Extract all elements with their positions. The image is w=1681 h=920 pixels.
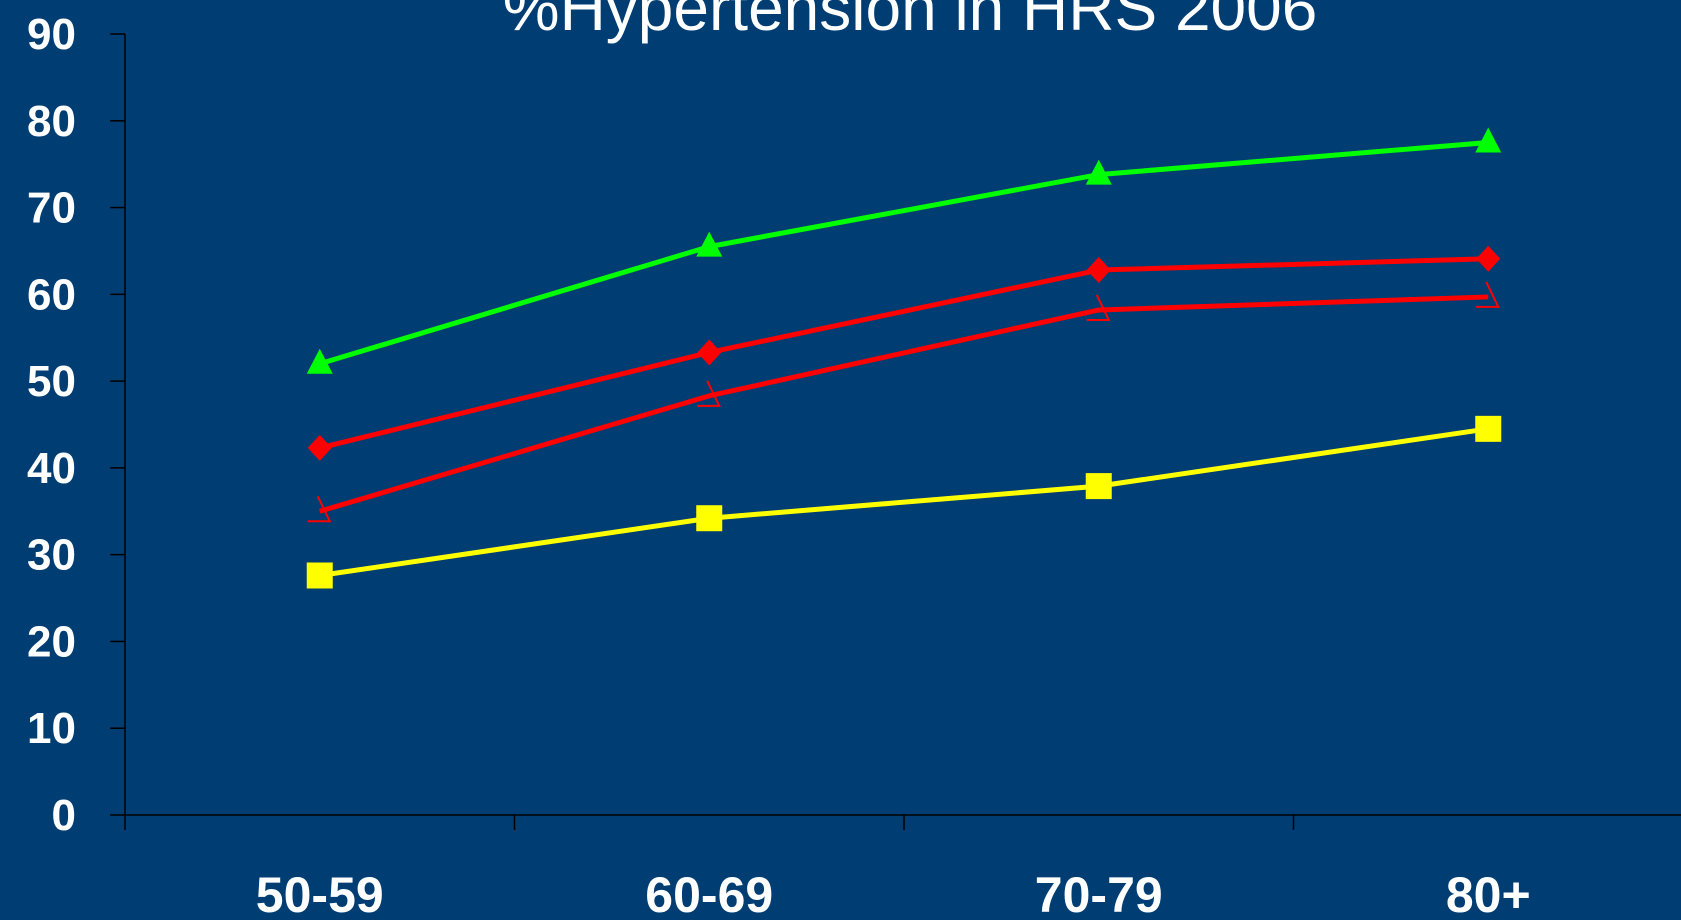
series-line — [319, 256, 1489, 451]
x-tick-label: 70-79 — [1035, 867, 1163, 920]
series-4 — [306, 415, 1502, 589]
data-point-diamond — [1086, 257, 1111, 284]
data-point-diamond — [307, 434, 332, 461]
data-point-check — [697, 380, 721, 407]
y-tick-label: 20 — [27, 617, 76, 666]
data-point-check — [1086, 294, 1111, 321]
y-tick-label: 10 — [27, 704, 76, 753]
y-tick-label: 60 — [27, 270, 76, 319]
series-2 — [307, 245, 1501, 461]
series-3 — [307, 281, 1500, 523]
x-tick-label: 60-69 — [645, 867, 773, 920]
y-tick-label: 30 — [27, 531, 76, 580]
series-line — [319, 139, 1489, 367]
y-tick-label: 40 — [27, 444, 76, 493]
axes — [124, 34, 1681, 816]
data-point-diamond — [697, 339, 722, 366]
data-point-triangle — [696, 231, 723, 257]
x-tick-label: 50-59 — [256, 867, 384, 920]
data-point-square — [1475, 415, 1502, 442]
data-point-triangle — [1475, 127, 1502, 153]
series-layer — [306, 127, 1502, 589]
data-point-check — [1476, 281, 1500, 308]
series-line — [319, 426, 1489, 578]
data-point-square — [696, 505, 723, 532]
data-point-check — [307, 495, 332, 523]
y-tick-label: 70 — [27, 184, 76, 233]
data-point-square — [1085, 473, 1112, 500]
y-axis-ticks: 0 10 20 30 40 50 60 70 80 90 — [27, 10, 125, 840]
data-point-triangle — [306, 348, 333, 374]
x-tick-label: 80+ — [1446, 867, 1531, 920]
data-point-square — [306, 562, 333, 589]
y-tick-label: 0 — [52, 791, 76, 840]
y-tick-label: 50 — [27, 357, 76, 406]
y-tick-label: 80 — [27, 97, 76, 146]
series-1 — [306, 127, 1502, 374]
data-point-triangle — [1085, 159, 1112, 185]
y-tick-label: 90 — [27, 10, 76, 59]
x-axis-ticks: 50-59 60-69 70-79 80+ — [124, 815, 1531, 920]
chart-title: %Hypertension in HRS 2006 — [503, 0, 1318, 44]
data-point-diamond — [1476, 245, 1501, 272]
series-line — [319, 294, 1489, 514]
